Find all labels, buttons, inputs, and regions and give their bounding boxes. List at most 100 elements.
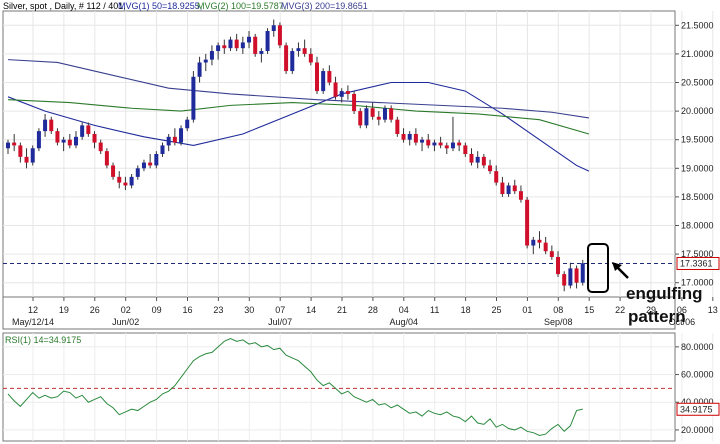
candle-body [129,176,134,186]
month-tick-label: Aug/04 [390,317,419,327]
candle-body [580,263,585,283]
candle-body [49,119,54,132]
candle-body [469,154,474,163]
current-price-box [676,256,720,270]
price-tick-label: 17.5000 [681,249,714,259]
candle-body [203,59,208,63]
rsi-header: RSI(1) 14=34.9175 [5,335,81,345]
day-tick-label: 04 [399,305,409,315]
candle-body [216,45,221,52]
candle-body [12,142,17,146]
month-tick-label: May/12/14 [12,317,54,327]
candle-body [234,39,239,49]
day-tick-label: 21 [337,305,347,315]
candle-body [457,142,462,146]
month-tick-label: Jun/02 [112,317,139,327]
rsi-tick-label: 80.0000 [681,342,714,352]
candle-body [494,171,499,183]
rsi-series-line [7,337,583,436]
candle-body [506,185,511,195]
candle-body [104,151,109,166]
day-tick-label: 26 [90,305,100,315]
day-tick-label: 30 [244,305,254,315]
rsi-tick-label: 60.0000 [681,370,714,380]
day-tick-label: 06 [677,305,687,315]
candle-body [86,125,91,134]
candle-body [382,108,387,120]
annotation-arrow [612,262,629,279]
candle-body [481,156,486,166]
candles [6,19,585,292]
candle-body [185,119,190,129]
rsi-tick-label: 20.0000 [681,425,714,435]
price-tick-label: 20.5000 [681,78,714,88]
day-tick-label: 19 [59,305,69,315]
candle-body [321,71,326,92]
candle-body [401,133,406,140]
candle-body [172,136,177,143]
candle-body [327,71,332,83]
candle-body [444,145,449,149]
day-tick-label: 13 [708,305,718,315]
day-tick-label: 12 [28,305,38,315]
day-tick-label: 15 [584,305,594,315]
candle-body [166,136,171,146]
candle-body [518,191,523,200]
candle-body [407,133,412,140]
candle-body [148,162,153,166]
candle-body [574,268,579,283]
candle-body [24,156,29,163]
candle-body [339,91,344,97]
candle-body [284,45,289,72]
candle-body [488,165,493,172]
candle-body [296,48,301,52]
price-tick-label: 19.5000 [681,135,714,145]
day-tick-label: 18 [461,305,471,315]
candle-body [500,182,505,195]
candle-body [111,165,116,177]
candle-body [543,242,548,252]
candle-body [426,139,431,146]
candle-body [290,51,295,72]
annotation-line2: pattern [628,307,686,326]
candle-body [43,119,48,132]
candle-body [160,145,165,154]
day-tick-label: 22 [615,305,625,315]
candle-body [568,268,573,286]
day-tick-label: 14 [306,305,316,315]
candle-body [92,133,97,143]
candle-body [67,139,72,146]
month-tick-label: Sep/08 [544,317,573,327]
rsi-tick-label: 40.0000 [681,397,714,407]
candle-body [123,182,128,186]
candle-body [438,142,443,146]
day-tick-label: 08 [553,305,563,315]
candle-body [364,108,369,126]
candle-body [315,62,319,92]
candle-body [30,148,35,163]
candle-body [475,156,480,163]
candle-body [179,128,184,143]
candle-body [358,111,363,126]
candle-body [376,116,381,120]
candle-body [413,133,418,143]
candle-body [271,25,276,32]
day-tick-label: 16 [182,305,192,315]
candle-body [197,62,202,77]
candle-body [135,168,140,177]
current-price-label: 17.3361 [680,258,713,268]
day-tick-label: 01 [522,305,532,315]
price-tick-label: 18.0000 [681,221,714,231]
symbol-header: Silver, spot , Daily, # 112 / 401, [3,1,126,11]
candle-body [240,42,245,49]
candle-body [191,76,196,120]
price-tick-label: 21.0000 [681,49,714,59]
candle-body [154,154,159,166]
candle-body [562,274,567,286]
candle-body [55,131,60,143]
price-tick-label: 21.5000 [681,20,714,30]
candle-body [395,119,400,134]
candle-body [537,239,542,243]
